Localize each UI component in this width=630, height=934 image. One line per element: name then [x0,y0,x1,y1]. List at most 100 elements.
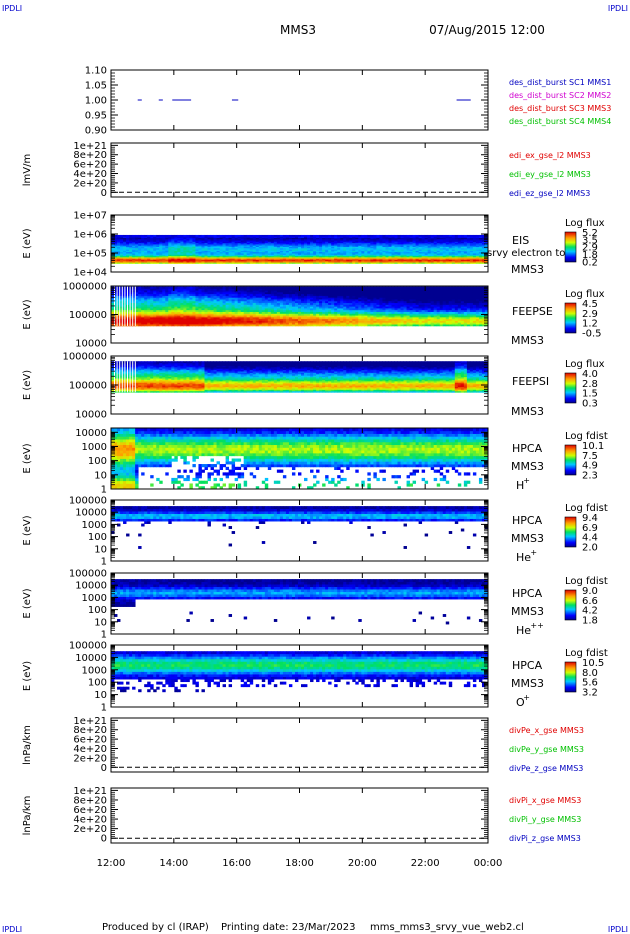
spectrogram-cell [165,253,169,255]
y-tick-label: 1e+07 [73,211,107,222]
spectrogram-cell [150,234,154,237]
spectrogram-cell [397,240,401,242]
spectrogram-cell [307,249,311,251]
spectrogram-cell [343,259,347,262]
spectrogram-cell [397,244,401,246]
spectrogram-cell [403,250,407,253]
spectrogram-cell [246,234,251,237]
spectrogram-cell [204,249,208,251]
spectrogram-cell [129,256,133,259]
spectrogram-cell [388,255,392,258]
spectrogram-cell [307,236,311,238]
spectrogram-cell [285,242,290,245]
spectrogram-cell [120,258,124,260]
spectrogram-cell [307,259,311,262]
spectrogram-cell [171,246,175,249]
y-tick-label: 6e+20 [73,160,107,171]
spectrogram-cell [358,249,362,251]
spectrogram-cell [301,286,305,289]
spectrogram-cell [382,260,386,263]
spectrogram-cell [216,256,220,259]
spectrogram-cell [228,250,233,253]
spectrogram-cell [165,254,169,257]
spectrogram-cell [388,240,392,242]
spectrogram-cell [291,255,296,258]
spectrogram-cell [123,245,127,248]
spectrogram-cell [454,260,459,263]
spectrogram-cell [325,241,329,244]
spectrogram-cell [174,241,178,244]
spectrogram-cell [409,240,413,242]
spectrogram-cell [141,246,145,249]
spectrogram-cell [297,260,302,263]
spectrogram-cell [430,255,435,258]
spectrogram-cell [457,256,462,259]
spectrogram-cell [445,238,450,241]
spectrogram-cell [349,255,353,258]
spectrogram-cell [150,260,154,263]
spectrogram-cell [316,259,320,262]
spectrogram-cell [222,250,227,253]
spectrogram-cell [400,254,404,257]
spectrogram-cell [430,238,435,241]
spectrogram-cell [454,254,459,257]
spectrogram-cell [177,247,181,250]
spectrogram-cell [382,249,386,251]
spectrogram-cell [328,254,332,257]
spectrogram-cell [198,240,202,242]
spectrogram-cell [249,286,254,289]
spectrogram-cell [343,260,347,263]
spectrogram-cell [367,237,371,240]
spectrogram-cell [282,255,287,258]
spectrogram-cell [301,256,305,259]
spectrogram-cell [198,245,202,248]
spectrogram-cell [231,242,236,245]
spectrogram-cell [174,245,178,248]
spectrogram-cell [225,251,230,254]
spectrogram-cell [201,286,205,289]
spectrogram-cell [291,253,296,255]
spectrogram-cell [114,258,118,260]
spectrogram-cell [249,237,254,240]
spectrogram-cell [144,241,148,244]
spectrogram-cell [316,244,320,246]
spectrogram-cell [391,240,395,242]
spectrogram-cell [126,241,130,244]
spectrogram-cell [123,241,127,244]
spectrogram-cell [373,246,377,249]
spectrogram-cell [264,247,269,250]
spectrogram-cell [427,237,432,240]
spectrogram-cell [391,246,395,249]
spectrogram-cell [436,247,441,250]
spectrogram-cell [373,258,377,260]
spectrogram-cell [304,245,308,248]
spectrogram-cell [165,255,169,258]
spectrogram-cell [261,236,266,238]
spectrogram-cell [195,251,199,254]
spectrogram-cell [460,238,465,241]
spectrogram-cell [246,260,251,263]
spectrogram-cell [361,238,365,241]
spectrogram-cell [364,246,368,249]
spectrogram-cell [153,240,157,242]
spectrogram-cell [379,242,383,245]
spectrogram-cell [144,251,148,254]
spectrogram-cell [111,245,115,248]
spectrogram-cell [186,245,190,248]
spectrogram-cell [279,255,284,258]
spectrogram-cell [159,234,163,237]
spectrogram-cell [406,260,410,263]
spectrogram-cell [349,242,353,245]
spectrogram-cell [261,245,266,248]
spectrogram-cell [331,286,335,289]
spectrogram-cell [282,237,287,240]
spectrogram-cell [406,259,410,262]
spectrogram-cell [385,253,389,255]
spectrogram-cell [328,262,332,264]
spectrogram-cell [364,262,368,264]
spectrogram-cell [156,251,160,254]
spectrogram-cell [427,259,432,262]
spectrogram-cell [460,247,465,250]
spectrogram-cell [276,256,281,259]
spectrogram-cell [213,259,217,262]
